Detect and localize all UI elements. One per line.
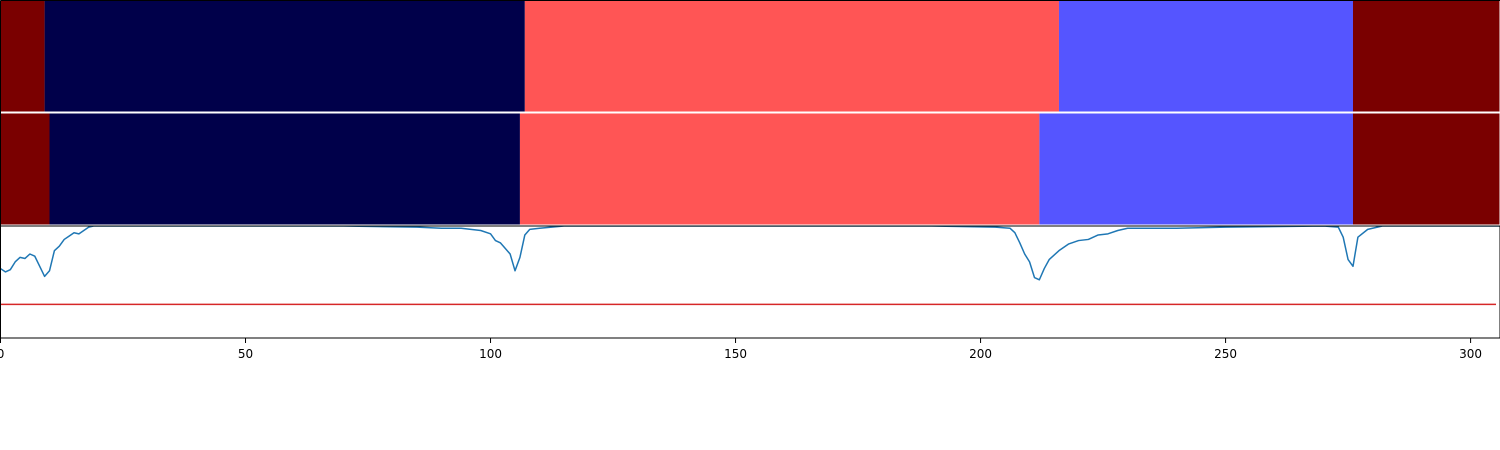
segment-2-3 — [519, 113, 1040, 225]
segment-2-5 — [1352, 113, 1500, 225]
x-tick-label-50: 50 — [238, 347, 253, 361]
segment-1-1 — [0, 0, 45, 112]
series-line — [0, 225, 1500, 281]
x-tick-label-250: 250 — [1214, 347, 1237, 361]
x-tick-label-200: 200 — [969, 347, 992, 361]
segment-1-2 — [44, 0, 525, 112]
segment-2-1 — [0, 113, 50, 225]
panel-frames — [0, 0, 1500, 339]
segment-2-2 — [49, 113, 520, 225]
segment-panel-1 — [0, 0, 1500, 112]
segment-panel-2 — [0, 113, 1500, 225]
x-tick-label-300: 300 — [1459, 347, 1482, 361]
panel-frame-3 — [0, 225, 1500, 339]
segment-1-3 — [524, 0, 1059, 112]
segment-1-4 — [1058, 0, 1353, 112]
x-tick-label-0: 0 — [0, 347, 4, 361]
x-axis: 0 50 100 150 200 250 300 — [0, 338, 1482, 361]
segment-1-5 — [1352, 0, 1500, 112]
x-tick-label-100: 100 — [479, 347, 502, 361]
line-panel — [0, 225, 1500, 306]
x-tick-label-150: 150 — [724, 347, 747, 361]
segment-2-4 — [1039, 113, 1353, 225]
